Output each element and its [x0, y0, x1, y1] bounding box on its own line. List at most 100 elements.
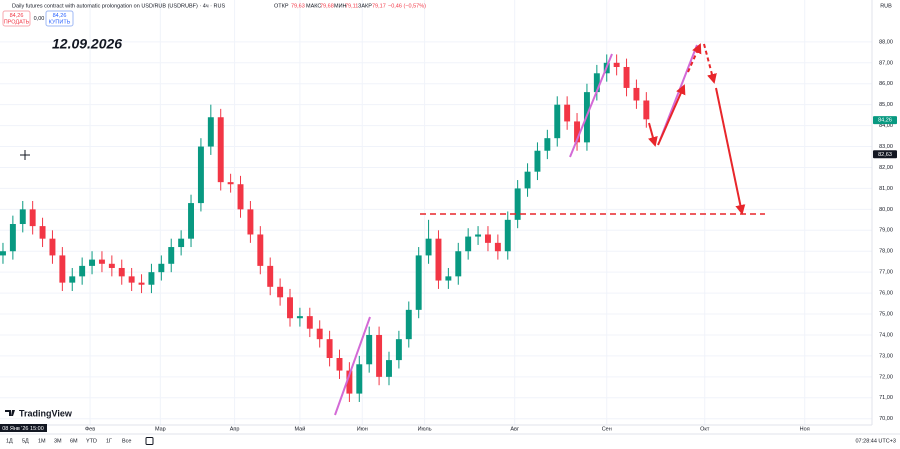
candle-body [633, 87, 640, 101]
y-tick-label: 76,00 [879, 291, 893, 297]
candle-body [326, 339, 333, 359]
candle-body [247, 209, 254, 235]
arrow [715, 87, 746, 215]
crosshair-price-tag [873, 150, 897, 159]
candle-body [69, 276, 76, 283]
candle-body [346, 370, 353, 394]
trend-line [569, 53, 613, 158]
sell-price: 84,26 [10, 13, 24, 19]
range-button[interactable]: 1Д [6, 438, 13, 444]
candle-body [514, 188, 521, 220]
candle-body [405, 309, 412, 340]
x-tick-label: Авг [510, 426, 519, 432]
x-tick-label: Ноя [800, 426, 810, 432]
candle-body [425, 238, 432, 256]
candle-body [356, 364, 363, 394]
candle-body [49, 238, 56, 256]
last-price-label: 84,26 [878, 118, 892, 124]
ohlc-value: 79,68 [320, 3, 334, 9]
candle-body [435, 238, 442, 281]
candle-body [336, 358, 343, 371]
candle-body [188, 203, 194, 239]
buy-label: КУПИТЬ [49, 19, 71, 25]
ohlc-label: МАКС [306, 3, 321, 9]
candle-body [128, 276, 135, 283]
candle-body [623, 66, 630, 88]
y-tick-label: 80,00 [879, 207, 893, 213]
ohlc-label: ЗАКР [358, 3, 372, 9]
range-button[interactable]: 3М [54, 438, 62, 444]
candle-body [465, 236, 472, 252]
candle-body [445, 276, 452, 281]
sell-button[interactable] [2, 10, 31, 27]
candle-body [593, 73, 600, 93]
y-tick-label: 72,00 [879, 374, 893, 380]
range-button[interactable]: 5Д [22, 438, 29, 444]
x-tick-label: Сен [602, 426, 612, 432]
spread: 0,00 [34, 16, 45, 22]
arrow [687, 43, 702, 73]
ohlc-label: ОТКР [274, 3, 289, 9]
y-tick-label: 74,00 [879, 332, 893, 338]
candle-body [89, 259, 96, 266]
candle-body [217, 117, 224, 183]
annotation: 12.09.2026 [52, 36, 122, 52]
range-button[interactable]: 1Г [106, 438, 112, 444]
candle-body [494, 242, 501, 252]
y-tick-label: 71,00 [879, 395, 893, 401]
calendar-icon[interactable] [145, 437, 154, 445]
clock: 07:28:44 UTC+3 [855, 438, 896, 444]
crosshair-price-label: 82,63 [878, 152, 892, 158]
x-tick-label: Окт [700, 426, 710, 432]
candle-body [39, 226, 46, 239]
range-button[interactable]: 6М [70, 438, 78, 444]
candle-body [613, 62, 620, 67]
candle-body [316, 328, 323, 340]
buy-price: 84,26 [53, 13, 67, 19]
candle-body [227, 182, 234, 185]
range-buttons: 1Д 5Д 1М 3М 6М YTD 1Г Все [6, 437, 154, 445]
candle-body [524, 171, 531, 189]
candle-body [9, 224, 16, 252]
ohlc-label: МИН [334, 3, 347, 9]
candle-body [148, 272, 155, 285]
ohlc-value: 79,17 [372, 3, 386, 9]
x-tick-label: Фев [85, 426, 95, 432]
buy-button[interactable] [45, 10, 74, 27]
change: −0,46 (−0,57%) [388, 3, 426, 9]
candle-body [643, 100, 650, 120]
range-button[interactable]: Все [122, 438, 131, 444]
candle-body [178, 238, 185, 248]
y-tick-label: 81,00 [879, 186, 893, 192]
candle-body [554, 104, 561, 139]
candle-body [534, 150, 541, 172]
arrow [657, 84, 686, 146]
x-tick-label: Май [295, 425, 306, 432]
candle-body [475, 234, 482, 237]
axes: 70,00 71,00 72,00 73,00 74,00 75,00 76,00 77,00… [85, 39, 897, 432]
y-tick-label: 85,00 [879, 102, 893, 108]
crosshair-date-tag [0, 424, 47, 432]
y-tick-label: 87,00 [879, 60, 893, 66]
y-tick-label: 82,00 [879, 165, 893, 171]
candle-body [207, 117, 214, 147]
drawings [20, 43, 765, 416]
candle-body [306, 316, 313, 329]
candle-body [564, 104, 571, 122]
x-tick-label: Июн [357, 426, 368, 432]
range-button[interactable]: YTD [86, 438, 97, 444]
y-tick-label: 78,00 [879, 249, 893, 255]
logo: TradingView [19, 408, 73, 418]
y-tick-label: 79,00 [879, 228, 893, 234]
x-tick-label: Апр [230, 426, 240, 432]
y-tick-label: 73,00 [879, 353, 893, 359]
logo-icon [5, 410, 15, 416]
candle-body [158, 263, 165, 273]
y-tick-label: 77,00 [879, 270, 893, 276]
y-tick-label: 83,00 [879, 144, 893, 150]
candle-body [138, 282, 145, 285]
range-button[interactable]: 1М [38, 438, 46, 444]
candle-body [108, 263, 115, 268]
candle-body [29, 209, 36, 227]
